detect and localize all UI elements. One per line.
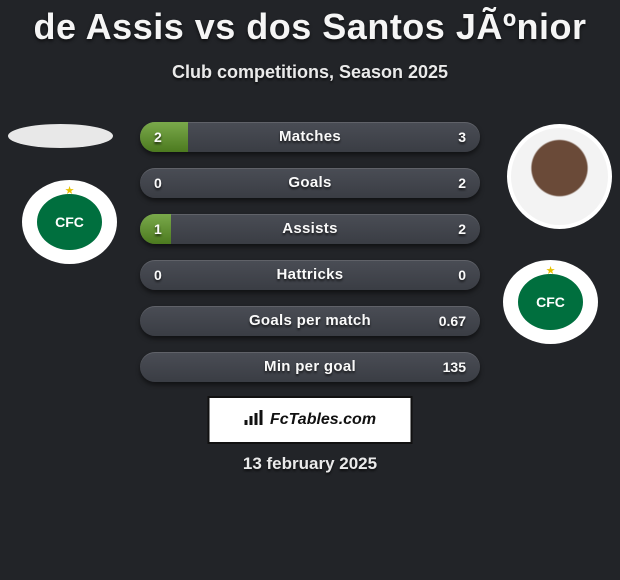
bar-label: Assists <box>140 214 480 244</box>
footer-date: 13 february 2025 <box>0 454 620 474</box>
bar-value-right: 3 <box>458 122 466 152</box>
stat-row: 2 Matches 3 <box>140 122 480 152</box>
bar-value-right: 135 <box>443 352 466 382</box>
bar-label: Matches <box>140 122 480 152</box>
stat-row: 0 Hattricks 0 <box>140 260 480 290</box>
bar-value-right: 0.67 <box>439 306 466 336</box>
chart-icon <box>244 410 264 431</box>
bar-label: Hattricks <box>140 260 480 290</box>
bar-value-right: 2 <box>458 214 466 244</box>
comparison-card: de Assis vs dos Santos JÃºnior Club comp… <box>0 0 620 580</box>
credit-text: FcTables.com <box>270 411 376 429</box>
stat-row: Min per goal 135 <box>140 352 480 382</box>
stat-row: 1 Assists 2 <box>140 214 480 244</box>
bar-label: Min per goal <box>140 352 480 382</box>
club-badge-right: ★ CFC <box>503 260 598 344</box>
stat-row: Goals per match 0.67 <box>140 306 480 336</box>
credit-box: FcTables.com <box>208 396 413 444</box>
stat-bars: 2 Matches 3 0 Goals 2 1 Assists 2 0 Hatt… <box>140 122 480 398</box>
badge-text-left: CFC <box>37 194 102 250</box>
page-subtitle: Club competitions, Season 2025 <box>0 62 620 83</box>
club-badge-left: ★ CFC <box>22 180 117 264</box>
bar-label: Goals <box>140 168 480 198</box>
badge-text-right: CFC <box>518 274 583 330</box>
badge-inner: CFC <box>28 186 111 258</box>
page-title: de Assis vs dos Santos JÃºnior <box>0 0 620 48</box>
bar-value-right: 2 <box>458 168 466 198</box>
avatar-left <box>8 124 113 148</box>
badge-inner: CFC <box>509 266 592 338</box>
bar-label: Goals per match <box>140 306 480 336</box>
stat-row: 0 Goals 2 <box>140 168 480 198</box>
avatar-right <box>507 124 612 229</box>
bar-value-right: 0 <box>458 260 466 290</box>
